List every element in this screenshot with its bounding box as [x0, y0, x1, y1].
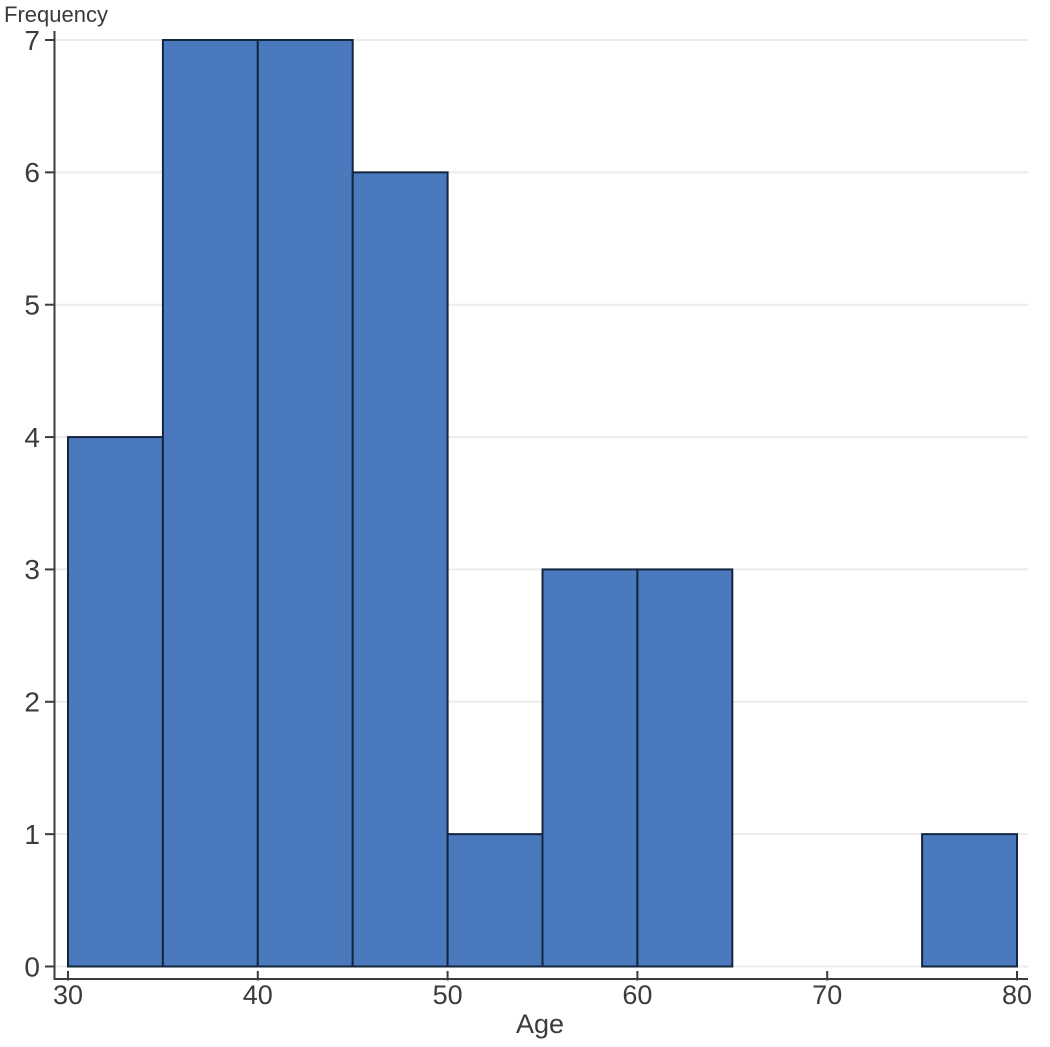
histogram-bar-30-35: [67, 436, 164, 968]
tick-labels: 0 1 2 3 4 5 6 7 30 40 50 60 70 80: [24, 25, 1032, 1010]
histogram-bar-35-40: [161, 39, 259, 968]
y-tick-label-1: 1: [24, 819, 40, 850]
y-axis-title: Frequency: [4, 2, 108, 27]
y-tick-label-7: 7: [24, 25, 40, 56]
histogram-bar-50-55: [446, 833, 544, 968]
x-tick-label-60: 60: [622, 980, 652, 1010]
x-axis-title: Age: [516, 1009, 564, 1039]
histogram-bar-60-65: [636, 568, 734, 968]
histogram-bars: [67, 39, 1018, 968]
y-tick-label-3: 3: [24, 554, 40, 585]
histogram-bar-45-50: [351, 171, 449, 968]
y-tick-label-2: 2: [24, 687, 40, 718]
x-tick-label-70: 70: [812, 980, 842, 1010]
y-tick-label-5: 5: [24, 290, 40, 321]
x-tick-label-40: 40: [243, 980, 273, 1010]
histogram-bar-75-80: [921, 833, 1018, 968]
y-tick-label-0: 0: [24, 951, 40, 982]
histogram-bar-40-45: [256, 39, 354, 968]
y-tick-label-4: 4: [24, 422, 40, 453]
axes: [45, 31, 1028, 981]
x-tick-label-50: 50: [433, 980, 463, 1010]
y-tick-label-6: 6: [24, 157, 40, 188]
histogram-bar-55-60: [541, 568, 639, 968]
x-tick-label-80: 80: [1002, 980, 1032, 1010]
x-tick-label-30: 30: [53, 980, 83, 1010]
